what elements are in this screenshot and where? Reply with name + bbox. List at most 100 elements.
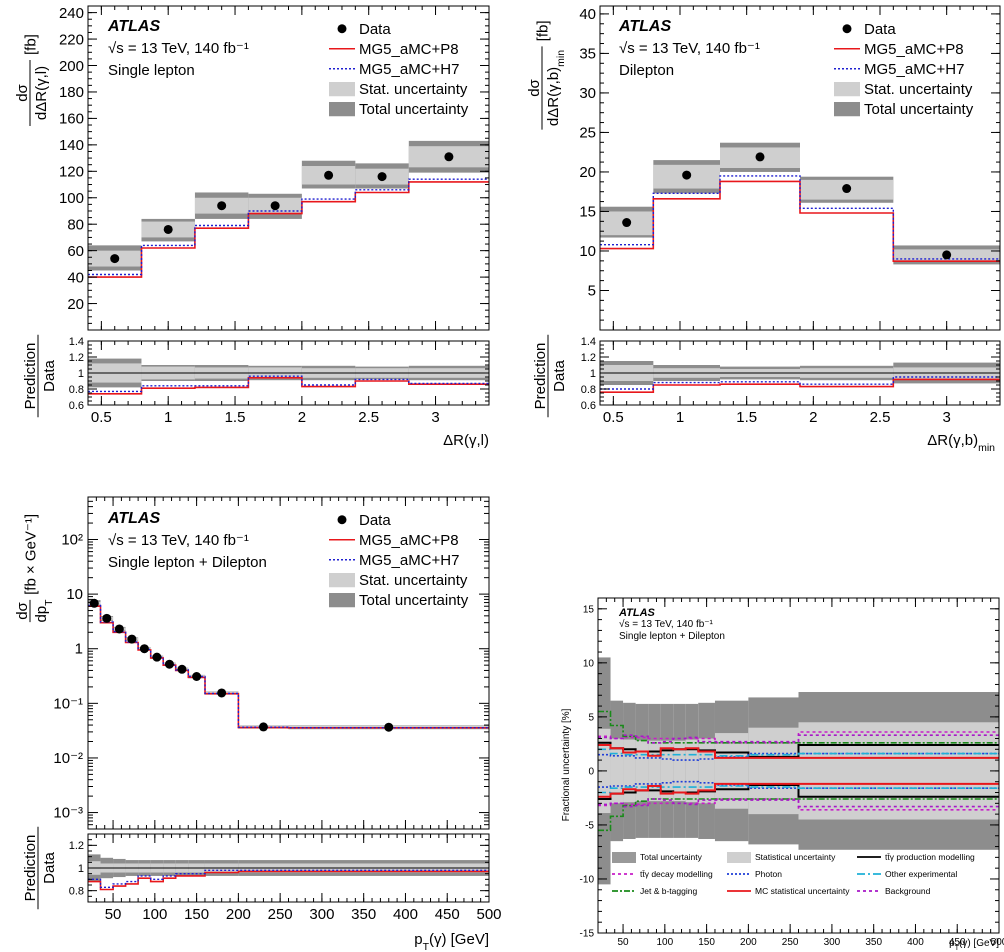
series-mc_stat-up xyxy=(598,744,999,759)
region-label: Single lepton + Dilepton xyxy=(619,631,725,642)
data-point xyxy=(682,170,692,180)
legend-label: Other experimental xyxy=(885,869,957,879)
x-tick-label: 1 xyxy=(676,409,684,426)
x-tick-label: 2.5 xyxy=(358,409,379,426)
data-point xyxy=(377,172,387,182)
y-tick-label: 1.4 xyxy=(69,336,84,348)
y-tick-label: 1 xyxy=(75,641,83,658)
statistical-uncertainty-band xyxy=(673,740,686,802)
y-tick-label: 80 xyxy=(67,216,84,233)
x-tick-label: 450 xyxy=(435,906,460,923)
y-tick-label: 100 xyxy=(59,190,84,207)
legend-box xyxy=(727,852,751,863)
y-tick-label: 220 xyxy=(59,31,84,48)
x-tick-label: 150 xyxy=(698,937,715,948)
y-axis-unit: [fb] xyxy=(534,20,551,41)
data-point xyxy=(152,652,162,662)
y-axis-denominator: dpT xyxy=(33,599,55,623)
x-tick-label: 100 xyxy=(656,937,673,948)
data-point xyxy=(444,152,454,162)
legend-total-box xyxy=(329,102,355,117)
y-tick-label: 1.4 xyxy=(581,336,596,348)
legend-label: MC statistical uncertainty xyxy=(755,886,850,896)
ratio-p8-line xyxy=(88,377,489,395)
x-axis-title: pT(γ) [GeV] xyxy=(414,931,489,952)
legend-label: Stat. uncertainty xyxy=(864,81,973,98)
y-tick-label: 10 xyxy=(583,658,595,669)
energy-label: √s = 13 TeV, 140 fb⁻¹ xyxy=(619,618,714,630)
data-point xyxy=(384,722,394,732)
y-tick-label: 0.6 xyxy=(581,400,596,412)
legend-label: tt̄γ decay modelling xyxy=(640,869,713,879)
ratio-y-axis-title: Prediction Data xyxy=(22,334,58,418)
statistical-uncertainty-band xyxy=(648,740,661,802)
y-axis-title: dσ dΔR(γ,l) [fb] xyxy=(14,34,50,126)
y-tick-label: 1 xyxy=(78,368,84,380)
series-other_exp-down xyxy=(598,785,999,794)
x-tick-label: 1 xyxy=(164,409,172,426)
ratio-y-axis-title: Prediction Data xyxy=(22,826,58,910)
x-tick-label: 250 xyxy=(782,937,799,948)
statistical-uncertainty-band xyxy=(714,733,749,809)
y-tick-label: 0.8 xyxy=(69,886,84,898)
mg5-p8-histogram xyxy=(88,605,489,729)
energy-label: √s = 13 TeV, 140 fb⁻¹ xyxy=(108,532,249,549)
data-point xyxy=(217,688,227,698)
statistical-uncertainty-band xyxy=(660,740,674,802)
ratio-h7-line xyxy=(88,375,489,393)
y-axis-title: dσ dpT [fb × GeV⁻¹] xyxy=(14,514,55,623)
data-point xyxy=(177,664,187,674)
x-tick-label: 2 xyxy=(298,409,306,426)
statistical-uncertainty-band xyxy=(798,722,999,820)
legend-label: Data xyxy=(359,512,391,529)
y-tick-label: 10⁻³ xyxy=(53,805,83,822)
data-point xyxy=(110,254,120,264)
chart-panel-top-right: 5 10 15 20 25 30 35 40 0.6 0.8 1 1.2 1.4 0.5 1 1.5 2 2.5 3… xyxy=(526,5,1001,454)
y-tick-label: 140 xyxy=(59,137,84,154)
energy-label: √s = 13 TeV, 140 fb⁻¹ xyxy=(108,40,249,57)
legend-label: tt̄γ production modelling xyxy=(885,852,975,862)
series-photon-down xyxy=(598,780,999,789)
x-tick-label: 50 xyxy=(105,906,122,923)
legend-stat-box xyxy=(834,82,860,97)
legend-label: MG5_aMC+H7 xyxy=(359,552,459,569)
x-tick-label: 350 xyxy=(865,937,882,948)
y-tick-label: -5 xyxy=(585,820,594,831)
data-point xyxy=(258,722,268,732)
legend-label: Total uncertainty xyxy=(359,592,469,609)
mg5-h7-histogram xyxy=(88,604,489,729)
x-tick-label: 300 xyxy=(824,937,841,948)
x-tick-label: 2 xyxy=(809,409,817,426)
chart-panel-top-left: 20 40 60 80 100 120 140 160 180 200 220 240 0.6 0.8 1 1… xyxy=(14,5,490,449)
y-tick-label: 1.2 xyxy=(69,352,84,364)
energy-label: √s = 13 TeV, 140 fb⁻¹ xyxy=(619,40,760,57)
y-tick-label: -15 xyxy=(580,929,595,940)
legend-data-marker xyxy=(337,515,347,525)
x-axis-title: ΔR(γ,l) xyxy=(443,432,489,449)
data-point xyxy=(164,659,174,669)
region-label: Dilepton xyxy=(619,62,674,79)
y-tick-label: 20 xyxy=(67,296,84,313)
data-point xyxy=(270,201,280,211)
y-tick-label: 1.2 xyxy=(69,840,84,852)
legend-label: Statistical uncertainty xyxy=(755,852,836,862)
y-tick-label: 10 xyxy=(579,243,596,260)
legend-label: MG5_aMC+P8 xyxy=(359,532,459,549)
mg5-h7-histogram xyxy=(600,175,1000,260)
y-tick-label: 120 xyxy=(59,164,84,181)
ratio-h7-line xyxy=(600,376,1000,390)
x-tick-label: 1.5 xyxy=(736,409,757,426)
x-tick-label: 450 xyxy=(949,937,966,948)
statistical-uncertainty-band xyxy=(698,738,715,804)
region-label: Single lepton xyxy=(108,62,195,79)
mg5-p8-histogram xyxy=(88,181,489,278)
x-axis-title: ΔR(γ,b)min xyxy=(927,432,995,454)
legend-label: Total uncertainty xyxy=(640,852,703,862)
data-point xyxy=(114,624,124,634)
legend-label: Photon xyxy=(755,869,782,879)
data-point xyxy=(139,644,149,654)
y-tick-label: 200 xyxy=(59,58,84,75)
y-axis-numerator: dσ xyxy=(14,83,31,101)
ratio-denominator: Data xyxy=(41,360,58,392)
